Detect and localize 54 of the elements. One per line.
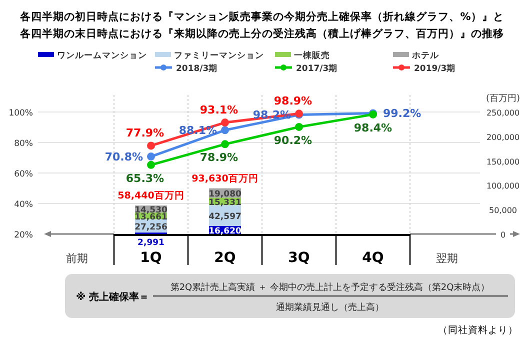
y2-tick-label: 50,000 [489,206,517,216]
point [147,160,155,169]
legend-label: 2018/3期 [176,63,218,74]
data-label: 19,080 [208,189,242,200]
data-label: 2,991 [138,238,165,248]
y-tick-label: 20% [14,230,33,240]
x-tick-label: 4Q [362,250,384,266]
legend-label: 2017/3期 [296,63,338,74]
data-label: 27,256 [134,222,168,232]
text: 第2Q累計売上高実績 ＋ 今期中の売上計上を予定する受注残高（第2Q末時点） [170,282,490,293]
data-label: 98.4% [354,121,392,134]
y2-tick-label: 0 [500,230,506,240]
data-label: 90.2% [274,134,312,147]
y-tick-label: 60% [14,170,33,180]
x-tick-label: 3Q [288,250,310,266]
text: （同社資料より） [438,324,518,336]
data-label: 99.2% [383,107,422,120]
total-label: 58,440百万円 [118,190,184,202]
chart-title: 各四半期の初日時点における『マンション販売事業の今期分売上確保率（折れ線グラフ、%）』と [19,10,504,23]
legend-label: 一棟販売 [294,50,330,61]
point [295,122,303,131]
y-tick-label: 80% [14,139,33,149]
point [147,142,155,150]
point [221,126,229,134]
point [147,152,155,161]
total-label: 93,630百万円 [192,173,258,184]
data-label: 16,620 [208,226,242,236]
legend-label: ファミリーマンション [174,51,264,61]
y2-tick-label: 150,000 [486,157,520,166]
y-tick-label: 40% [14,200,33,210]
x-tick-label: 翌期 [436,252,458,265]
legend-label: ホテル [411,51,440,61]
legend-label: 2019/3期 [414,63,456,74]
y-tick-label: 100% [8,108,33,118]
legend-label: ワンルームマンション [57,51,147,61]
y2-tick-label: 100,000 [486,182,520,191]
y2-tick-label: 200,000 [486,132,520,142]
data-label: 98.9% [274,94,312,108]
y2-axis-title: (百万円) [486,94,520,104]
data-label: 93.1% [200,104,238,117]
chart-subtitle: 各四半期の末日時点における『来期以降の売上分の受注残高（積上げ棒グラフ、百万円）』の推移 [19,27,504,40]
x-tick-label: 前期 [66,252,88,265]
text: 通期業績見通し（売上高） [276,302,384,313]
text: ※ 売上確保率＝ [76,291,150,303]
y2-tick-label: 250,000 [486,108,520,118]
data-label: 77.9% [126,126,164,140]
x-tick-label: 2Q [214,250,236,266]
data-label: 65.3% [126,172,164,185]
data-label: 42,597 [208,212,242,222]
point [221,140,229,148]
x-tick-label: 1Q [140,250,162,266]
data-label: 70.8% [104,150,143,164]
point [221,118,229,127]
data-label: 78.9% [200,151,238,164]
